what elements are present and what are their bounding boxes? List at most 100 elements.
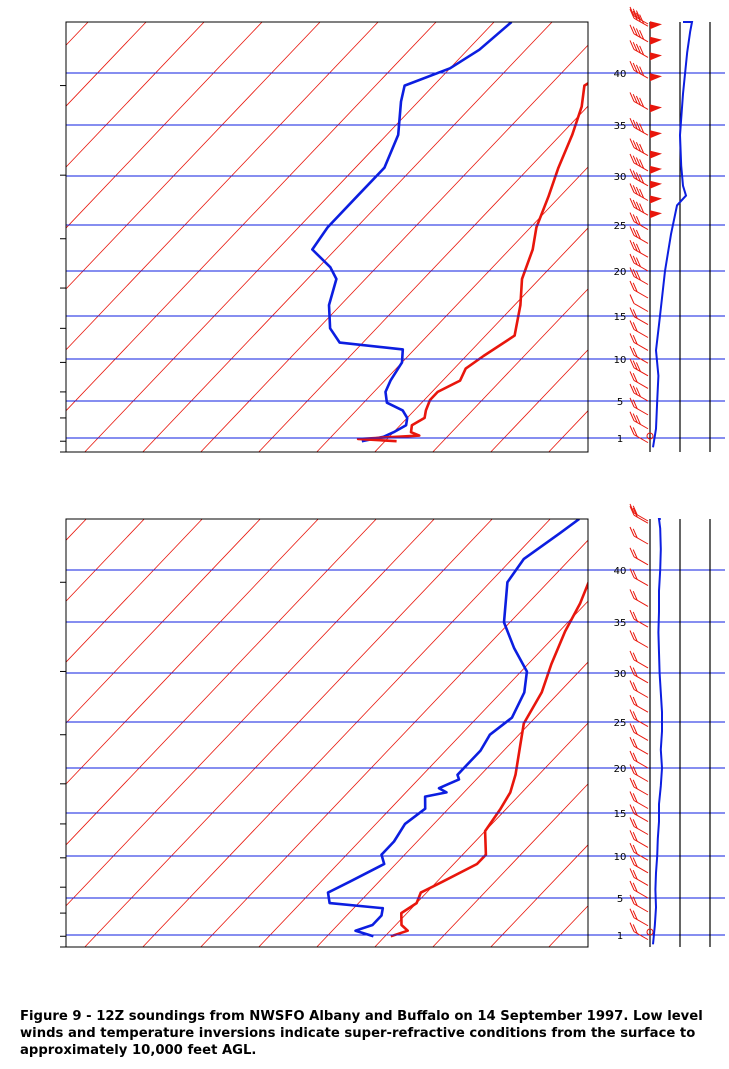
wind-barb [629, 345, 649, 364]
wind-barb-feather [629, 345, 635, 356]
altitude-tick-label: 35 [614, 121, 627, 132]
wind-barb-pennant [650, 52, 662, 61]
wind-barb-feather [632, 752, 638, 763]
altitude-tick-label: 35 [614, 618, 627, 629]
wind-barb-feather [629, 6, 635, 17]
wind-barb-feather [629, 168, 635, 179]
wind-barb-staff [633, 674, 649, 684]
isotherm-line [84, 519, 493, 947]
wind-barb-feather [632, 590, 638, 601]
altitude-tick-label: 15 [614, 809, 627, 820]
wind-barb-feather [629, 138, 635, 148]
wind-barb-pennant [650, 210, 662, 219]
wind-barb-feather [629, 358, 635, 369]
wind-barb [629, 589, 649, 607]
wind-barb-feather [632, 155, 638, 165]
wind-barb-feather [639, 203, 645, 213]
wind-barb-feather [639, 45, 645, 56]
wind-barb-staff [633, 406, 649, 416]
wind-barb-feather [629, 922, 635, 932]
altitude-tick-label: 40 [614, 69, 627, 80]
wind-barb-staff [633, 33, 649, 43]
wind-barb-feather [632, 8, 638, 19]
wind-barb-feather [635, 387, 641, 397]
wind-barb [629, 764, 649, 782]
isotherm-line [665, 22, 729, 452]
altitude-tick-label: 30 [614, 172, 627, 183]
wind-barb [629, 505, 649, 524]
wind-barb-staff [633, 17, 649, 27]
wind-barb-feather [629, 777, 635, 788]
wind-barb-pennant [650, 130, 662, 139]
altitude-tick-label: 20 [614, 764, 627, 775]
wind-barb-staff [633, 931, 649, 941]
wind-barb-feather [632, 41, 638, 52]
wind-barb [629, 922, 649, 941]
wind-barb [629, 24, 662, 45]
wind-barb-feather [632, 779, 638, 790]
wind-barb [629, 665, 649, 684]
surface-calm-marker [646, 928, 654, 936]
wind-barb-feather [629, 817, 635, 827]
wind-barb-staff [633, 289, 649, 299]
wind-barb [629, 411, 649, 430]
wind-barb-feather [629, 183, 635, 193]
isotherm-line [66, 519, 435, 907]
wind-barb [629, 526, 649, 545]
altitude-tick-label: 20 [614, 267, 627, 278]
wind-barb-feather [632, 793, 638, 803]
wind-barb-feather [629, 239, 635, 250]
wind-barb-feather [632, 869, 638, 880]
wind-barb-feather [629, 855, 635, 866]
wind-barb-pennant [650, 165, 662, 174]
wind-barb [629, 183, 662, 204]
wind-barb-feather [632, 819, 638, 829]
plot-area [66, 519, 588, 947]
wind-barb-feather [629, 764, 635, 774]
wind-barb-feather [632, 93, 638, 104]
wind-barb-feather [629, 253, 635, 264]
wind-barb-staff [633, 303, 649, 312]
wind-barb-feather [635, 257, 641, 267]
wind-barb-staff [633, 379, 649, 389]
wind-barb-staff [633, 597, 649, 607]
wind-barb-feather [629, 650, 635, 661]
wind-barb [629, 212, 649, 231]
wind-barb-feather [632, 309, 638, 319]
wind-barb-staff [633, 367, 649, 377]
wind-barb [629, 568, 649, 587]
wind-barb-feather [632, 611, 638, 622]
altitude-tick-label: 10 [614, 355, 627, 366]
wind-barb-staff [633, 341, 649, 351]
wind-barb-staff [633, 177, 649, 187]
isotherm-line [258, 105, 588, 452]
isotherm-line [66, 22, 379, 351]
wind-barb-feather [632, 413, 638, 423]
wind-barb-feather [632, 26, 638, 36]
wind-barb [629, 694, 649, 713]
wind-barb-feather [632, 227, 638, 238]
wind-barb-staff [633, 786, 649, 796]
altitude-tick-label: 25 [614, 221, 627, 232]
wind-barb-feather [632, 724, 638, 735]
wind-barb [629, 358, 649, 377]
isotherm-line [66, 22, 437, 412]
wind-barb-feather [632, 119, 638, 130]
wind-barb [629, 609, 649, 628]
altitude-tick-label: 1 [617, 931, 623, 942]
wind-barb-feather [632, 334, 638, 345]
wind-barb-feather [635, 229, 641, 240]
altitude-tick-label: 40 [614, 566, 627, 577]
wind-barb-feather [629, 153, 635, 164]
wind-barb-feather [635, 157, 641, 167]
wind-barb-staff [633, 512, 649, 522]
isotherm-line [66, 22, 147, 107]
wind-barb-feather [629, 60, 635, 71]
wind-barb [629, 855, 649, 874]
wind-barb-feather [629, 8, 635, 19]
isotherm-line [66, 22, 263, 229]
wind-barb [629, 383, 649, 402]
wind-barb [629, 425, 649, 444]
wind-barb [629, 650, 649, 669]
wind-barb-staff [633, 889, 649, 899]
